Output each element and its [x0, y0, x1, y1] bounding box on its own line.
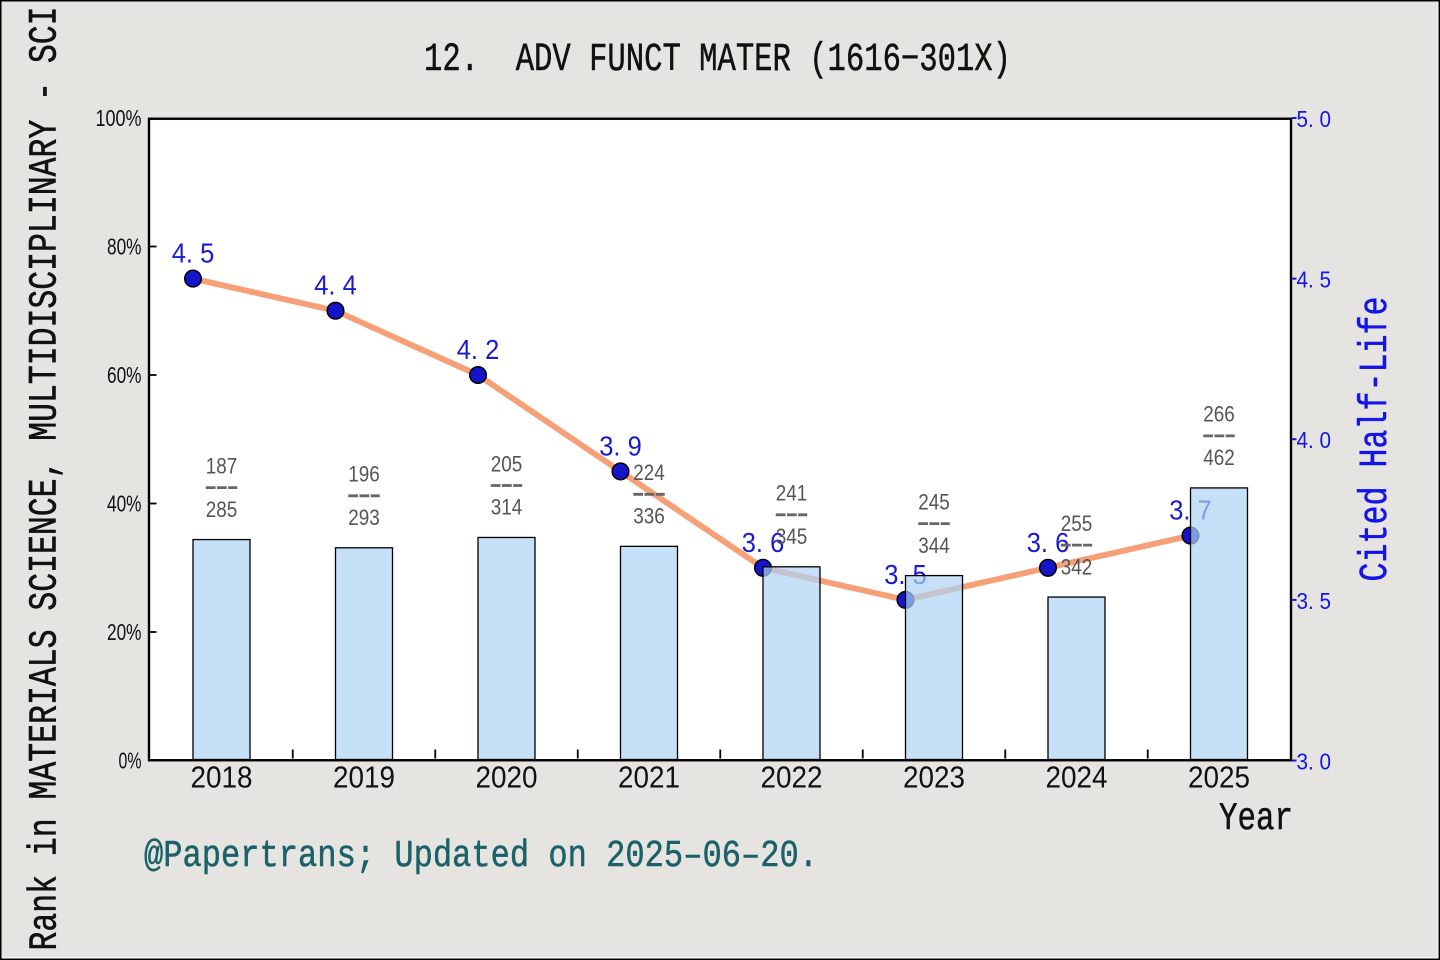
svg-text:2019: 2019	[333, 760, 395, 795]
svg-text:4. 5: 4. 5	[172, 238, 215, 269]
svg-text:4. 4: 4. 4	[314, 270, 357, 301]
svg-text:342: 342	[1061, 554, 1093, 579]
svg-text:5. 0: 5. 0	[1297, 106, 1332, 132]
svg-text:241: 241	[776, 481, 808, 506]
svg-text:462: 462	[1203, 445, 1235, 470]
svg-text:Rank in MATERIALS SCIENCE, MUL: Rank in MATERIALS SCIENCE, MULTIDISCIPLI…	[24, 7, 69, 951]
svg-text:266: 266	[1203, 402, 1235, 427]
svg-text:3. 6: 3. 6	[742, 527, 785, 558]
svg-text:60%: 60%	[107, 362, 142, 388]
svg-text:2022: 2022	[761, 760, 823, 795]
svg-text:80%: 80%	[107, 233, 142, 259]
svg-text:196: 196	[348, 462, 380, 487]
svg-text:4. 5: 4. 5	[1297, 267, 1332, 293]
svg-text:40%: 40%	[107, 490, 142, 516]
svg-text:336: 336	[633, 504, 665, 529]
svg-text:2024: 2024	[1046, 760, 1108, 795]
svg-text:3. 6: 3. 6	[1027, 527, 1070, 558]
svg-text:20%: 20%	[107, 619, 142, 645]
svg-text:224: 224	[633, 460, 665, 485]
svg-text:Cited Half-Life: Cited Half-Life	[1354, 297, 1399, 582]
svg-text:345: 345	[776, 524, 808, 549]
svg-text:3. 9: 3. 9	[599, 430, 642, 461]
svg-text:@Papertrans; Updated on 2025–0: @Papertrans; Updated on 2025–06–20.	[144, 835, 818, 878]
svg-text:Year: Year	[1219, 797, 1293, 841]
svg-text:245: 245	[918, 489, 950, 514]
svg-text:100%: 100%	[96, 105, 142, 131]
svg-text:205: 205	[491, 451, 523, 476]
svg-text:4. 0: 4. 0	[1297, 427, 1332, 453]
svg-text:4. 2: 4. 2	[457, 334, 500, 365]
svg-text:2021: 2021	[618, 760, 680, 795]
svg-text:2023: 2023	[903, 760, 965, 795]
svg-text:293: 293	[348, 505, 380, 530]
svg-text:285: 285	[206, 497, 238, 522]
svg-text:2020: 2020	[476, 760, 538, 795]
svg-text:0%: 0%	[119, 747, 142, 773]
svg-text:2018: 2018	[191, 760, 253, 795]
svg-text:12. ADV FUNCT MATER (1616−301: 12. ADV FUNCT MATER (1616−301X)	[424, 37, 1011, 82]
svg-text:3. 5: 3. 5	[1297, 588, 1332, 614]
svg-text:314: 314	[491, 495, 523, 520]
svg-text:255: 255	[1061, 511, 1093, 536]
svg-text:344: 344	[918, 533, 950, 558]
svg-text:2025: 2025	[1188, 760, 1250, 795]
svg-text:3. 0: 3. 0	[1297, 749, 1332, 775]
svg-text:187: 187	[206, 453, 238, 478]
